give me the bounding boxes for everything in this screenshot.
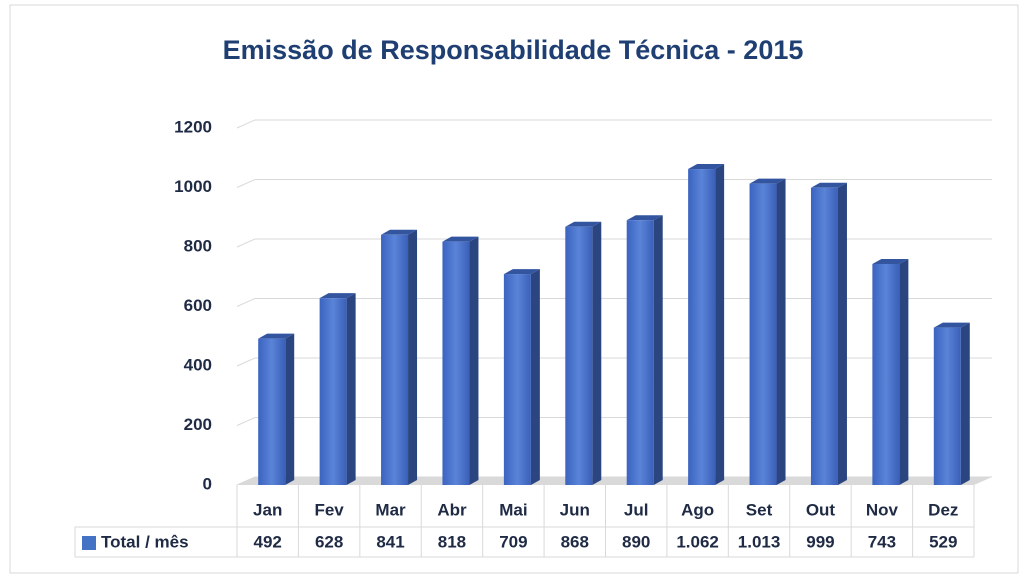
grid-line xyxy=(236,119,992,129)
bar xyxy=(872,258,909,485)
y-tick-label: 1000 xyxy=(174,177,212,196)
bar-front xyxy=(933,327,961,485)
bar-top xyxy=(503,269,540,275)
bar-side xyxy=(899,258,909,485)
bar xyxy=(442,236,479,485)
bar-side xyxy=(653,215,663,485)
x-tick-label: Mar xyxy=(375,500,406,519)
bar-side xyxy=(530,269,540,485)
data-label: 890 xyxy=(622,532,650,551)
bar xyxy=(258,333,295,485)
floor xyxy=(237,477,992,485)
data-label: 868 xyxy=(561,532,589,551)
x-tick-label: Mai xyxy=(499,500,527,519)
bar xyxy=(565,221,602,485)
bar xyxy=(381,229,418,485)
data-label: 841 xyxy=(376,532,404,551)
x-tick-label: Jun xyxy=(560,500,590,519)
y-tick-label: 400 xyxy=(184,355,212,374)
legend-swatch xyxy=(82,536,96,550)
y-tick-label: 200 xyxy=(184,415,212,434)
x-tick-label: Out xyxy=(806,500,836,519)
bar xyxy=(749,178,786,485)
y-tick-label: 0 xyxy=(203,474,212,493)
data-label: 818 xyxy=(438,532,466,551)
bar-top xyxy=(258,333,295,339)
bar-front xyxy=(810,187,838,486)
bar-top xyxy=(810,182,847,188)
x-tick-label: Jul xyxy=(624,500,649,519)
bar-side xyxy=(469,236,479,485)
bar xyxy=(503,269,540,485)
y-tick-label: 800 xyxy=(184,236,212,255)
bar-top xyxy=(749,178,786,184)
bar-front xyxy=(565,226,593,485)
bar xyxy=(810,182,847,486)
bar-front xyxy=(319,298,347,485)
bar-top xyxy=(319,293,356,299)
data-label: 709 xyxy=(499,532,527,551)
x-tick-label: Nov xyxy=(866,500,899,519)
y-tick-label: 600 xyxy=(184,296,212,315)
bar-side xyxy=(346,293,356,485)
bar-side xyxy=(776,178,786,485)
bar-top xyxy=(442,236,479,242)
bar-top xyxy=(872,258,909,264)
bar-top xyxy=(688,164,725,170)
bar-front xyxy=(688,169,716,485)
bar-front xyxy=(872,263,900,485)
bar-side xyxy=(837,182,847,486)
bar-side xyxy=(960,322,970,485)
bar-front xyxy=(626,220,654,485)
bar xyxy=(688,164,725,485)
bar-front xyxy=(381,234,409,485)
data-label: 999 xyxy=(806,532,834,551)
bar-top xyxy=(565,221,602,227)
bar-front xyxy=(503,274,531,485)
bar-top xyxy=(381,229,418,235)
x-tick-label: Abr xyxy=(437,500,467,519)
data-label: 743 xyxy=(868,532,896,551)
x-tick-label: Fev xyxy=(314,500,344,519)
x-tick-label: Jan xyxy=(253,500,282,519)
bar-front xyxy=(442,241,470,485)
data-label: 628 xyxy=(315,532,343,551)
bar xyxy=(933,322,970,485)
bar-side xyxy=(408,229,418,485)
chart-title: Emissão de Responsabilidade Técnica - 20… xyxy=(223,35,804,65)
grid-line xyxy=(236,357,992,367)
bar-side xyxy=(592,221,602,485)
grid-line xyxy=(236,179,992,188)
bar xyxy=(319,293,356,485)
data-label: 492 xyxy=(254,532,282,551)
grid-line xyxy=(236,238,992,248)
x-tick-label: Set xyxy=(746,500,773,519)
data-label: 1.062 xyxy=(676,532,719,551)
y-tick-label: 1200 xyxy=(174,117,212,136)
bar-top xyxy=(933,322,970,328)
bar-side xyxy=(285,333,295,485)
bar xyxy=(626,215,663,485)
bar-side xyxy=(715,164,725,485)
grid-line xyxy=(236,476,992,486)
bar-front xyxy=(258,338,286,485)
x-tick-label: Dez xyxy=(928,500,958,519)
bar-top xyxy=(626,215,663,221)
data-label: 529 xyxy=(929,532,957,551)
grid-line xyxy=(236,298,992,307)
grid-line xyxy=(236,417,992,426)
bar-front xyxy=(749,183,777,485)
data-label: 1.013 xyxy=(738,532,781,551)
x-tick-label: Ago xyxy=(681,500,714,519)
legend-label: Total / mês xyxy=(101,532,189,551)
